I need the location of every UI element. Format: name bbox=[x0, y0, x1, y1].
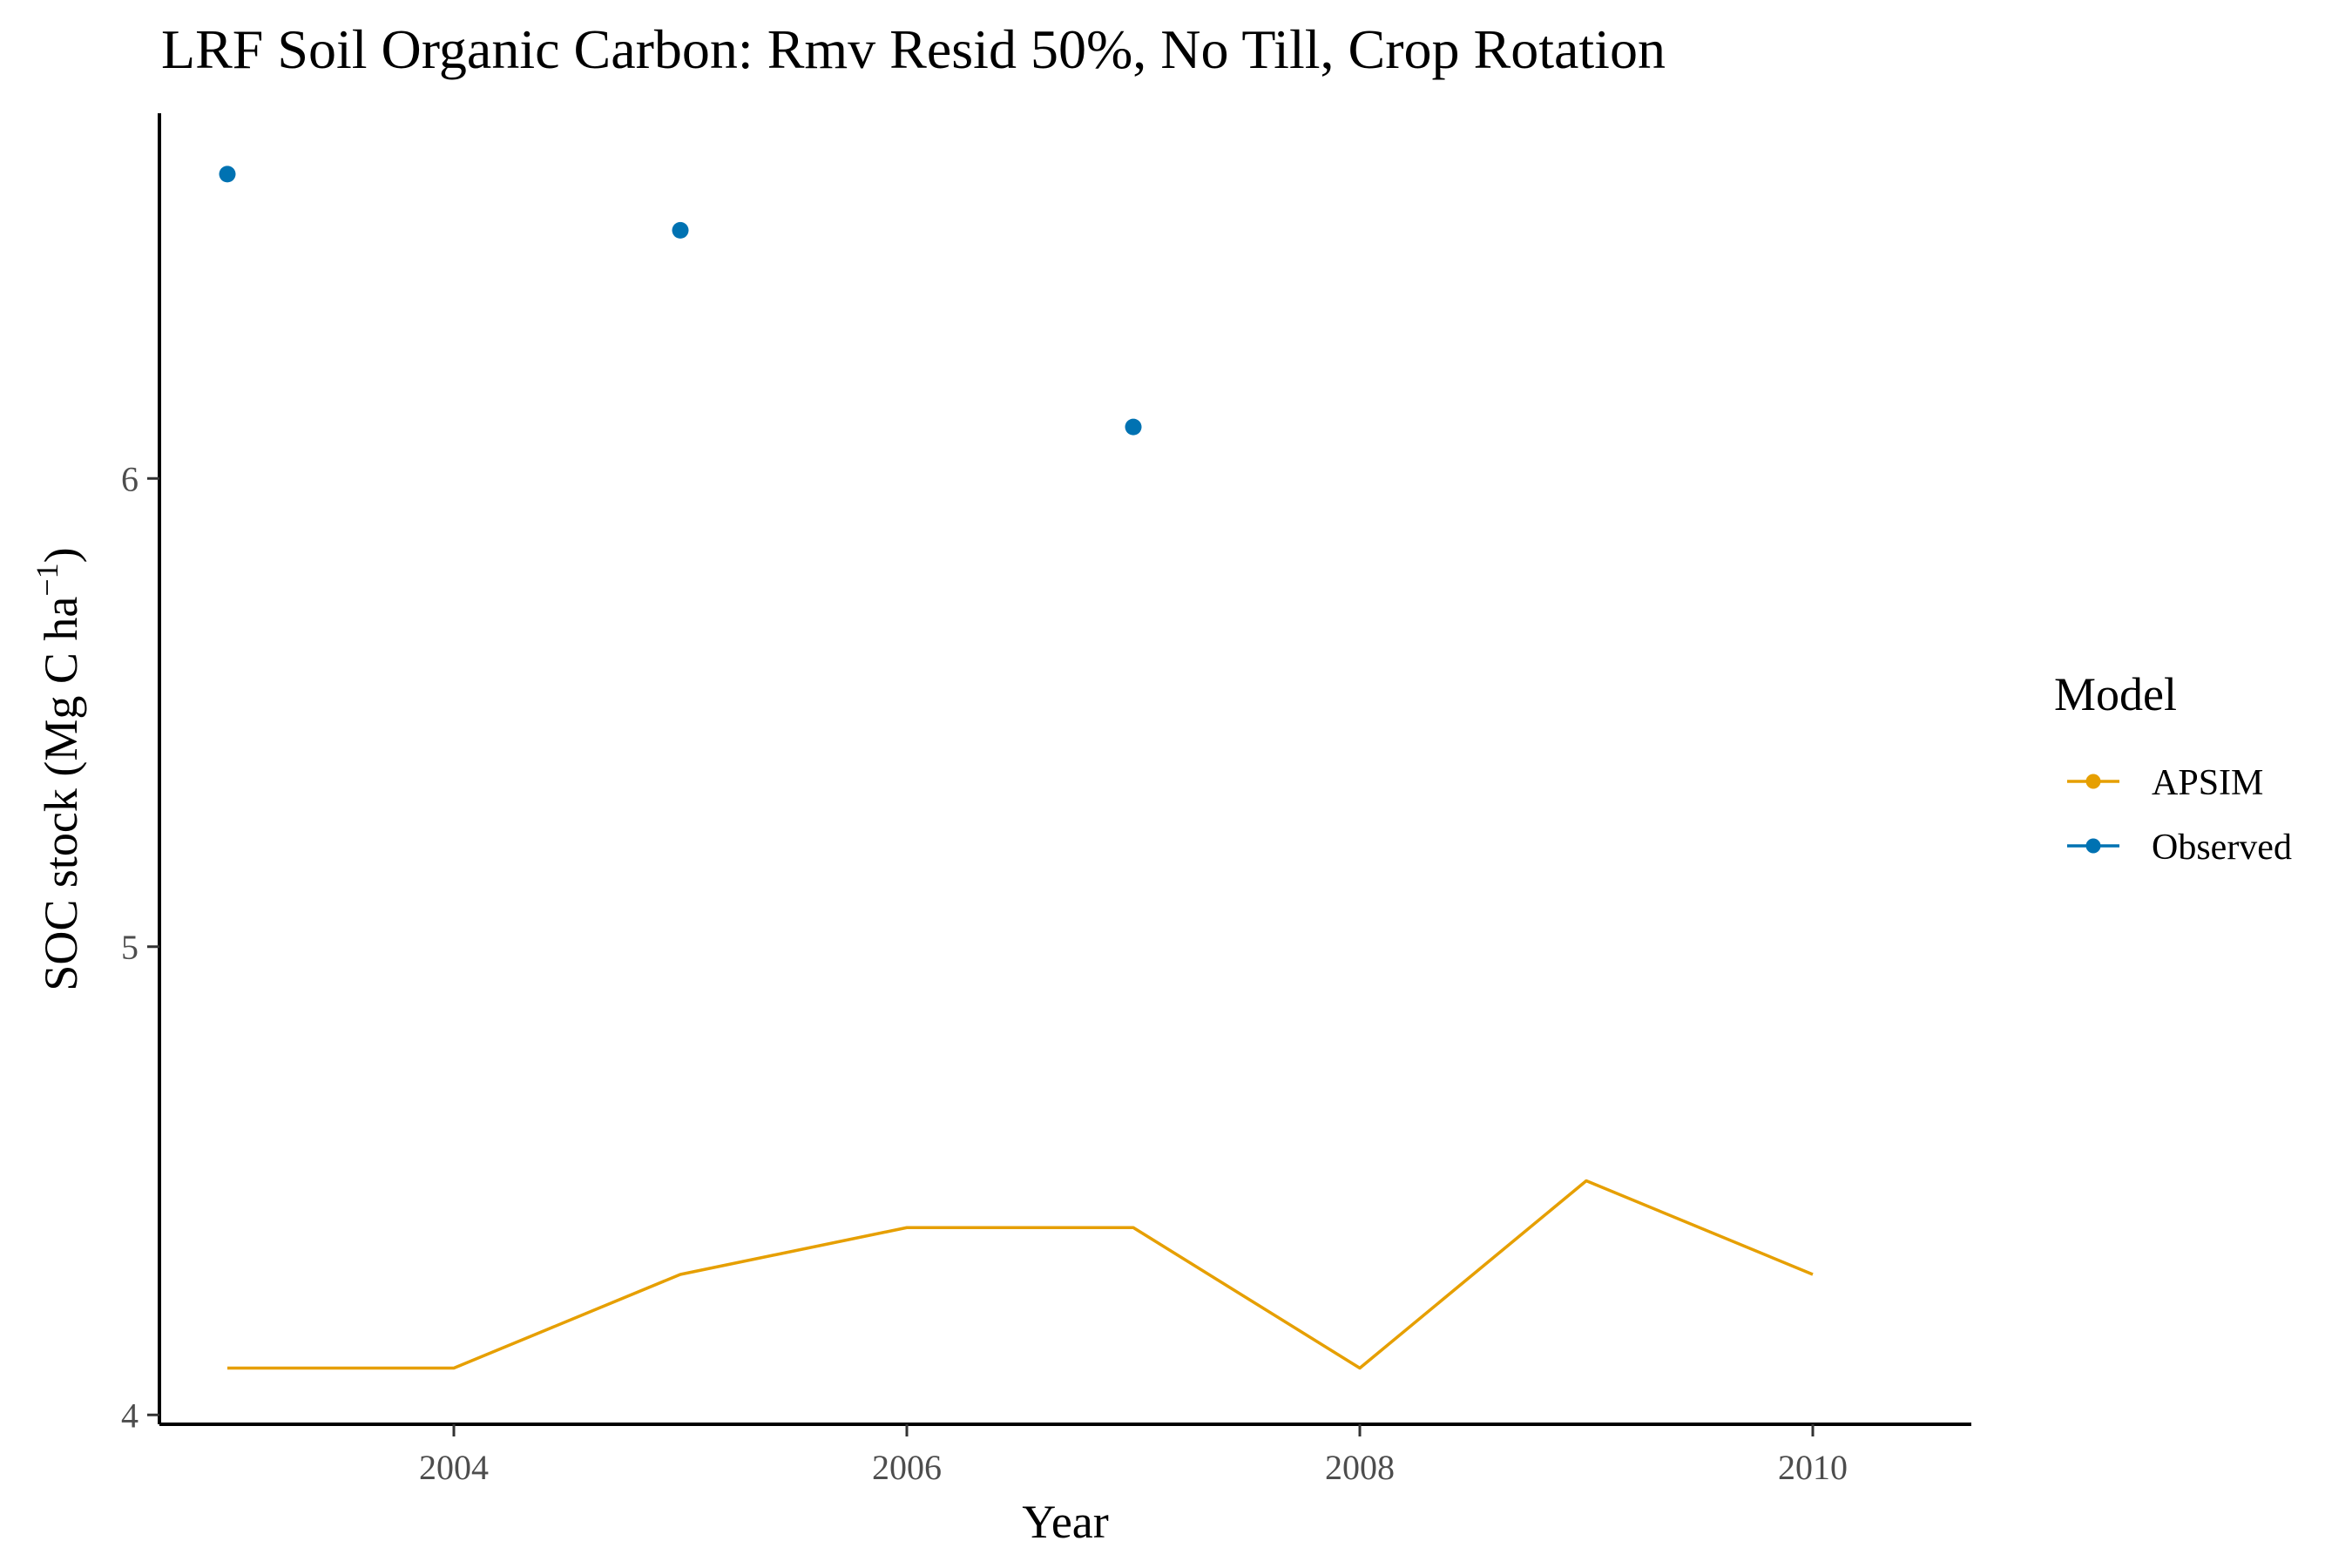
apsim-series-line bbox=[227, 1179, 1814, 1370]
observed-data-point bbox=[1125, 418, 1142, 436]
y-axis-title-main: SOC stock (Mg C ha bbox=[35, 597, 87, 991]
legend-key-point-observed bbox=[2085, 838, 2101, 854]
x-tick-label: 2008 bbox=[1325, 1448, 1395, 1487]
legend-label-apsim: APSIM bbox=[2152, 763, 2263, 803]
x-tick-label: 2010 bbox=[1778, 1448, 1848, 1487]
legend-items: APSIM Observed bbox=[2067, 763, 2292, 868]
chart-title: LRF Soil Organic Carbon: Rmv Resid 50%, … bbox=[161, 18, 1666, 80]
y-tick-label: 4 bbox=[121, 1396, 139, 1435]
legend-label-observed: Observed bbox=[2152, 828, 2292, 868]
y-tick-label: 6 bbox=[121, 459, 139, 498]
y-axis-title: SOC stock (Mg C ha−1) bbox=[30, 547, 87, 990]
y-axis-title-suffix: ) bbox=[35, 547, 87, 563]
y-axis-ticks: 4 5 6 bbox=[121, 459, 159, 1435]
observed-data-point bbox=[672, 221, 689, 239]
x-tick-label: 2006 bbox=[872, 1448, 942, 1487]
legend-key-point-apsim bbox=[2085, 774, 2101, 789]
series-layer bbox=[219, 166, 1814, 1370]
x-axis-title: Year bbox=[1022, 1496, 1109, 1548]
legend: Model APSIM Observed bbox=[2054, 668, 2292, 868]
plot-area: 2004 2006 2008 2010 4 5 6 bbox=[121, 113, 1971, 1487]
legend-title: Model bbox=[2054, 668, 2177, 720]
x-tick-label: 2004 bbox=[419, 1448, 489, 1487]
y-axis-title-superscript: −1 bbox=[30, 563, 64, 596]
observed-data-point bbox=[219, 166, 236, 183]
y-tick-label: 5 bbox=[121, 928, 139, 967]
x-axis-ticks: 2004 2006 2008 2010 bbox=[419, 1424, 1848, 1487]
